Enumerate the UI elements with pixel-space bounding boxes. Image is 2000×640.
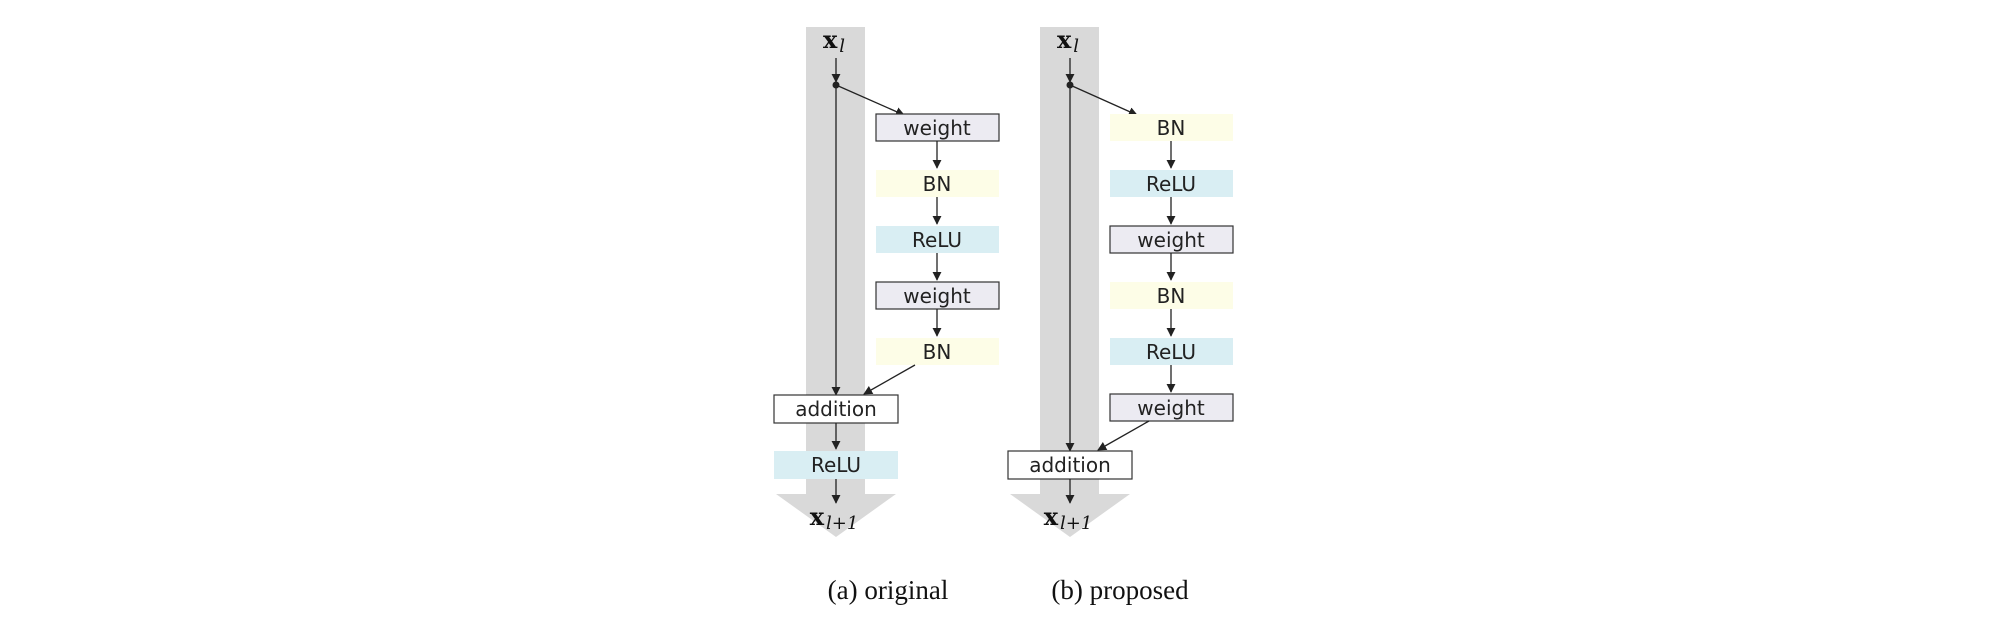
proposed-relu-2-label: ReLU	[1146, 340, 1196, 364]
proposed-output-label: x l+1	[1044, 502, 1093, 534]
proposed-weight-1-label: weight	[1137, 228, 1205, 252]
original-weight-1-label: weight	[903, 116, 971, 140]
proposed-addition-label: addition	[1029, 453, 1111, 477]
original-bn-2-box	[876, 338, 999, 365]
original-weight-2-label: weight	[903, 284, 971, 308]
original-post-relu-label: ReLU	[811, 453, 861, 477]
proposed-addition-box	[1007, 450, 1133, 480]
original-bn-1-box	[876, 170, 999, 197]
original-relu-1-box	[876, 226, 999, 253]
original-weight-1-box	[875, 113, 1000, 142]
proposed-relu-1-label: ReLU	[1146, 172, 1196, 196]
proposed-bn-1-label: BN	[1157, 116, 1186, 140]
proposed-weight-2-label: weight	[1137, 396, 1205, 420]
original-weight-2-box	[875, 281, 1000, 310]
original-relu-1-label: ReLU	[912, 228, 962, 252]
original-caption: (a) original	[828, 575, 949, 605]
proposed-weight-1-box	[1109, 225, 1234, 254]
original-addition-label: addition	[795, 397, 877, 421]
proposed-relu-1-box	[1110, 170, 1233, 197]
proposed-bn-1-box	[1110, 114, 1233, 141]
proposed-caption: (b) proposed	[1051, 575, 1189, 605]
proposed-relu-2-box	[1110, 338, 1233, 365]
original-bn-2-label: BN	[923, 340, 952, 364]
original-post-relu-box	[774, 451, 898, 479]
proposed-weight-2-box	[1109, 393, 1234, 422]
proposed-bn-2-box	[1110, 282, 1233, 309]
original-bn-1-label: BN	[923, 172, 952, 196]
proposed-bn-2-label: BN	[1157, 284, 1186, 308]
original-output-label: x l+1	[810, 502, 859, 534]
